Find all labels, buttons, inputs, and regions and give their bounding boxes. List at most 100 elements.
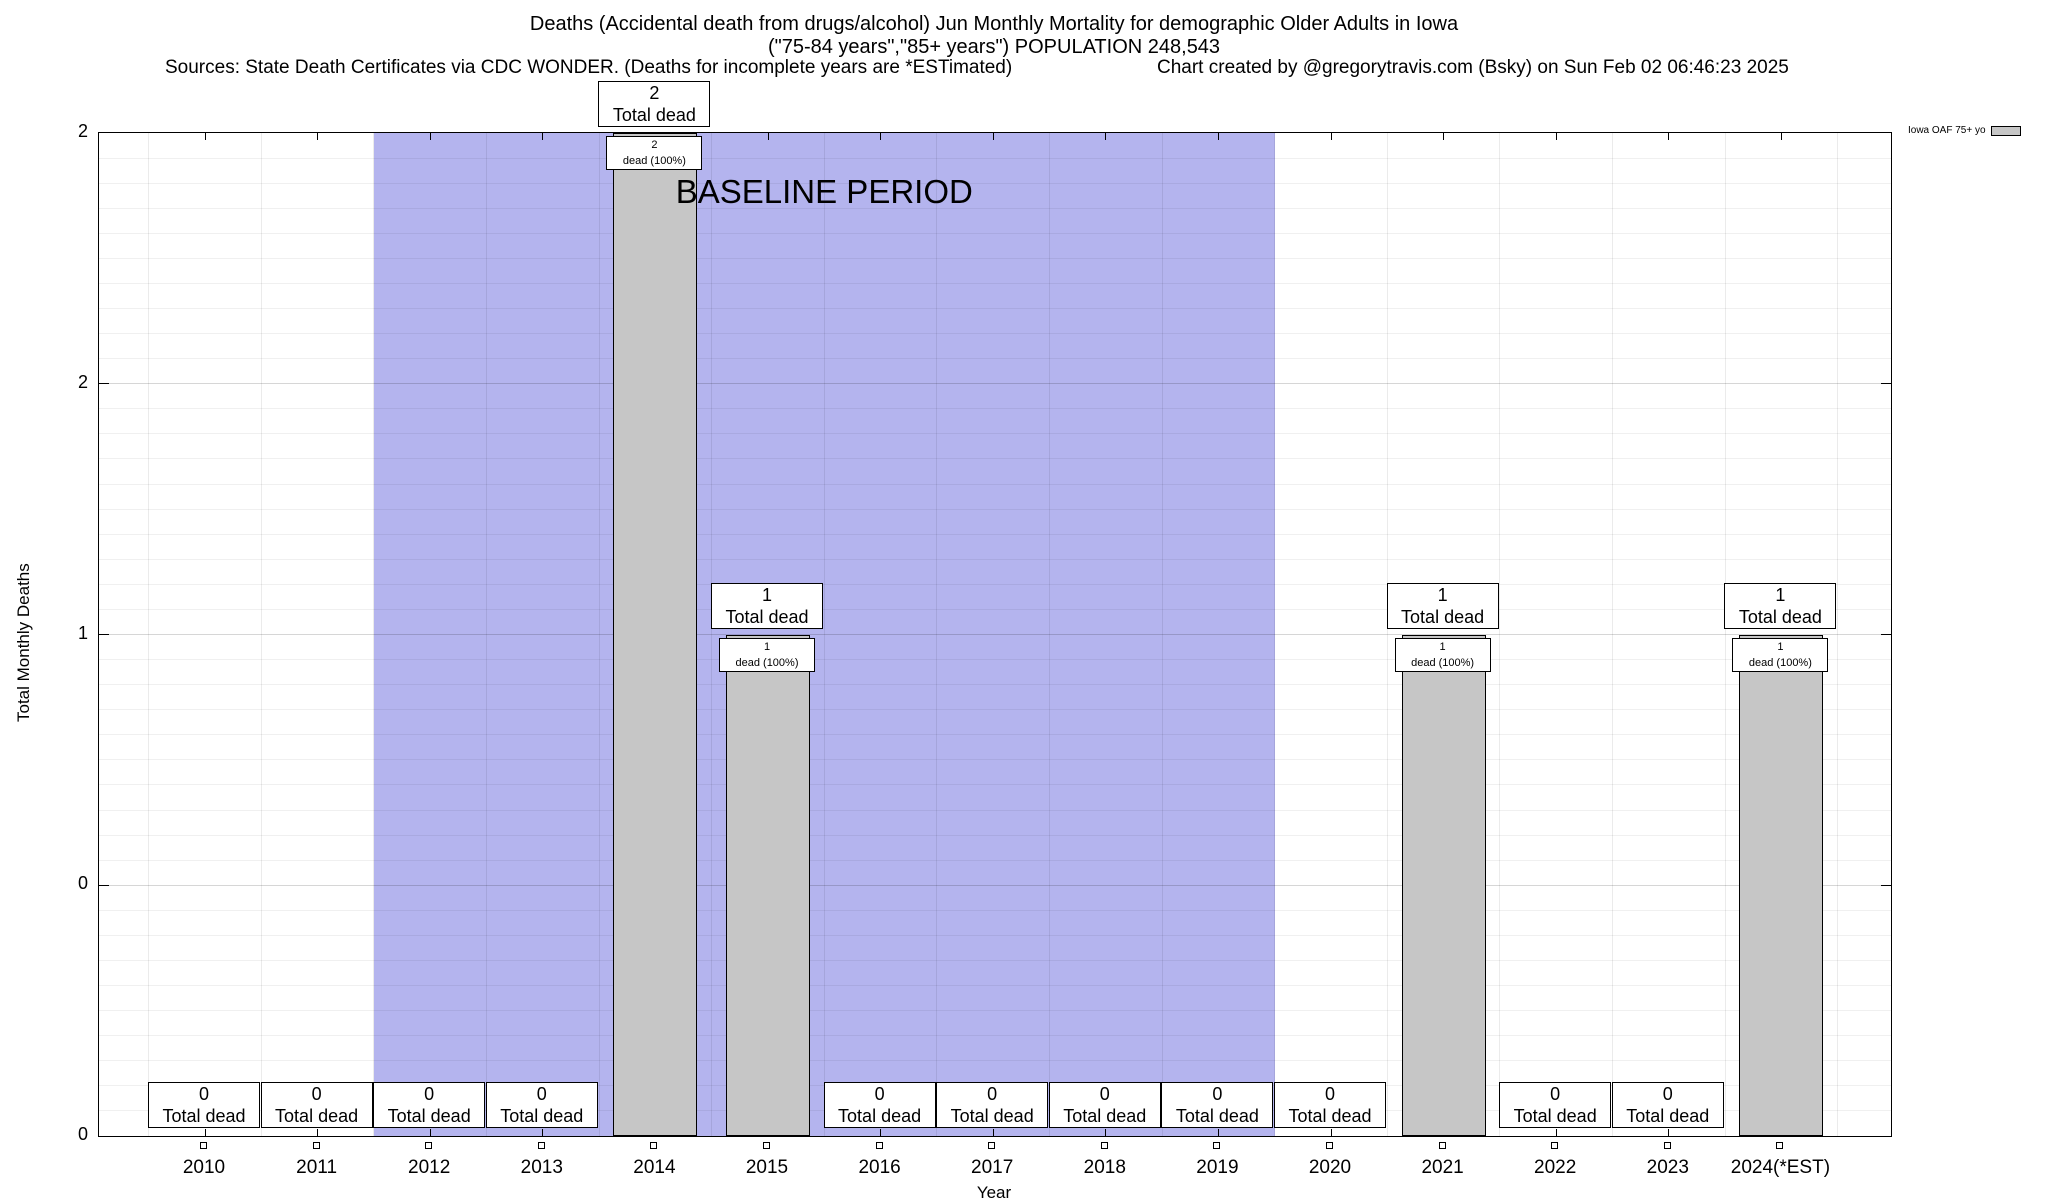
x-tick-label: 2011 [296,1157,338,1178]
h-gridline-minor [99,659,1891,661]
total-dead-label-box: 0 Total dead [373,1082,486,1128]
total-dead-value: 0 [311,1084,322,1104]
plot-area: BASELINE PERIOD [98,132,1892,1137]
zero-marker-square [875,1142,883,1149]
total-dead-value: 0 [1550,1084,1561,1104]
x-tick-label: 2013 [520,1157,563,1178]
x-tick-label: 2016 [858,1157,901,1178]
h-gridline-minor [99,759,1891,761]
x-tick-label: 2015 [745,1157,789,1178]
zero-marker-square [650,1142,658,1149]
bar-2014 [613,133,698,1136]
h-gridline-minor [99,508,1891,510]
total-dead-value: 1 [1437,584,1448,605]
x-tick-mark [1217,133,1219,140]
total-dead-text: Total dead [1175,1106,1259,1126]
total-dead-text: Total dead [275,1106,359,1126]
credit-note: Chart created by @gregorytravis.com (Bsk… [1157,57,1789,78]
legend-label: Iowa OAF 75+ yo [1908,125,1986,136]
v-gridline [936,133,938,1136]
y-tick-label: 0 [77,873,88,894]
x-tick-label: 2010 [182,1157,226,1178]
v-gridline [373,133,375,1136]
h-gridline-minor [99,859,1891,861]
h-gridline-minor [99,207,1891,209]
v-gridline [260,133,262,1136]
zero-marker-square [1663,1142,1671,1149]
zero-marker-square [1438,1142,1446,1149]
v-gridline [1612,133,1613,1136]
pct-dead-label-box: 1 dead (100%) [1732,637,1829,672]
zero-marker-square [1213,1142,1221,1149]
x-tick-mark [1105,1129,1107,1136]
h-gridline-minor [99,182,1891,184]
y-tick-mark [1881,634,1891,635]
v-gridline [486,133,487,1136]
h-gridline-minor [99,608,1891,610]
x-axis-title: Year [976,1183,1012,1202]
total-dead-label-box: 0 Total dead [148,1082,260,1128]
zero-marker-square [425,1142,433,1149]
x-tick-mark [880,133,882,140]
v-gridline [1837,133,1839,1136]
h-gridline-minor [99,809,1891,811]
h-gridline-minor [99,408,1891,410]
v-gridline [598,133,600,1136]
v-gridline [711,133,713,1136]
y-tick-mark [99,884,109,886]
x-tick-mark [1217,1129,1219,1136]
x-tick-mark [542,133,544,140]
total-dead-label-box: 0 Total dead [1499,1082,1612,1128]
x-tick-label: 2020 [1308,1157,1352,1178]
x-tick-mark [317,1129,319,1136]
x-tick-mark [429,133,431,140]
total-dead-label-box: 0 Total dead [936,1082,1049,1128]
h-gridline-minor [99,533,1891,535]
x-tick-label: 2017 [971,1157,1014,1178]
zero-marker-square [988,1142,996,1149]
h-gridline-minor [99,1060,1891,1062]
total-dead-value: 0 [987,1084,998,1104]
total-dead-value: 1 [1775,584,1786,605]
x-tick-mark [1330,1129,1332,1136]
total-dead-text: Total dead [162,1106,246,1126]
legend: Iowa OAF 75+ yo [1908,125,2021,136]
total-dead-label-box: 0 Total dead [1611,1082,1724,1128]
zero-marker-square [312,1142,320,1149]
total-dead-label-box: 0 Total dead [1274,1082,1386,1128]
x-tick-mark [992,133,994,140]
total-dead-label-box: 1 Total dead [711,582,823,629]
chart-title-line1: Deaths (Accidental death from drugs/alco… [529,13,1459,35]
v-gridline [1161,133,1163,1136]
h-gridline-major [99,383,1891,385]
h-gridline-minor [99,734,1891,736]
h-gridline-minor [99,433,1891,435]
x-tick-label: 2019 [1196,1157,1239,1178]
v-gridline [1049,133,1050,1136]
x-tick-label: 2024(*EST) [1730,1157,1831,1178]
bar-2021 [1401,634,1486,1136]
h-gridline-minor [99,232,1891,234]
y-tick-label: 2 [77,371,88,392]
x-tick-mark [1668,133,1670,140]
total-dead-text: Total dead [1288,1106,1372,1126]
zero-marker-square [763,1142,770,1149]
total-dead-text: Total dead [1738,606,1822,627]
x-tick-mark [204,133,206,140]
v-gridline [148,133,150,1136]
x-tick-mark [317,133,319,140]
pct-dead-value: 2 [651,139,658,151]
pct-dead-text: dead (100%) [1748,656,1812,669]
bar-2015 [726,634,810,1136]
x-tick-mark [880,1129,882,1136]
total-dead-label-box: 0 Total dead [1048,1082,1161,1128]
x-tick-mark [1555,133,1557,140]
total-dead-value: 0 [1662,1084,1673,1104]
baseline-period-shading [373,133,1275,1136]
total-dead-label-box: 0 Total dead [485,1082,598,1128]
total-dead-value: 0 [1099,1084,1110,1104]
total-dead-value: 0 [874,1084,885,1104]
total-dead-text: Total dead [1513,1106,1597,1126]
h-gridline-minor [99,483,1891,485]
